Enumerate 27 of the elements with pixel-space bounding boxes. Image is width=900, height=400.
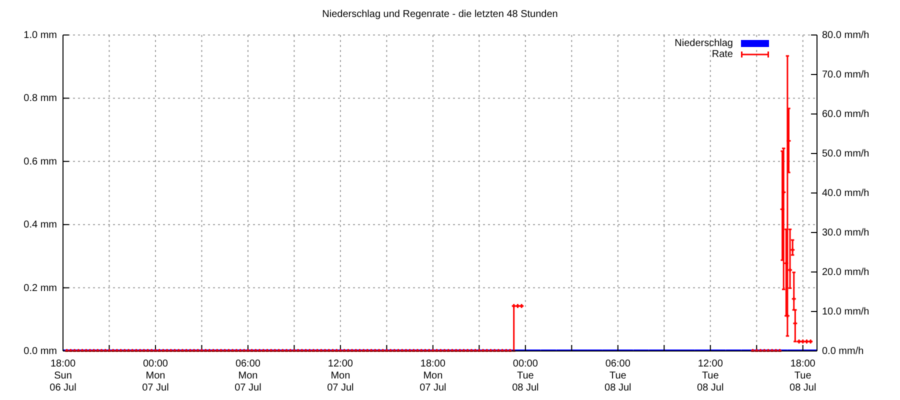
y2-tick-label: 60.0 mm/h <box>822 108 870 120</box>
y2-tick-label: 0.0 mm/h <box>822 346 864 356</box>
legend-label: Rate <box>712 49 733 60</box>
x-tick-label: 06:00 Tue 08 Jul <box>604 358 632 394</box>
x-tick-label: 06:00 Mon 07 Jul <box>234 358 262 394</box>
y-tick-label: 0.6 mm <box>24 156 57 167</box>
x-tick-label: 00:00 Mon 07 Jul <box>142 358 169 394</box>
y2-tick-label: 70.0 mm/h <box>822 69 870 80</box>
y-tick-label: 0.8 mm <box>24 92 57 104</box>
x-tick-label: 18:00 Mon 07 Jul <box>420 358 446 394</box>
x-tick-label: 00:00 Tue 08 Jul <box>512 358 539 394</box>
y-tick-label: 0.2 mm <box>24 282 57 294</box>
y2-tick-label: 30.0 mm/h <box>822 227 870 238</box>
chart-title: Niederschlag und Regenrate - die letzten 48 Stunden <box>321 9 559 21</box>
y2-tick-label: 50.0 mm/h <box>822 148 870 159</box>
y-tick-label: 0.4 mm <box>24 219 57 230</box>
y2-tick-label: 10.0 mm/h <box>822 306 870 317</box>
x-tick-label: 12:00 Mon 07 Jul <box>327 358 354 394</box>
y2-tick-label: 20.0 mm/h <box>822 266 870 278</box>
y-tick-label: 0.0 mm <box>24 346 57 356</box>
y2-tick-label: 40.0 mm/h <box>822 188 870 198</box>
x-tick-label: 12:00 Tue 08 Jul <box>697 358 724 394</box>
y-tick-label: 1.0 mm <box>24 30 57 40</box>
x-tick-label: 18:00 Tue 08 Jul <box>790 358 816 394</box>
x-tick-label: 18:00 Sun 06 Jul <box>50 358 76 394</box>
y2-tick-label: 80.0 mm/h <box>822 30 870 40</box>
legend-label: Niederschlag <box>674 38 733 49</box>
